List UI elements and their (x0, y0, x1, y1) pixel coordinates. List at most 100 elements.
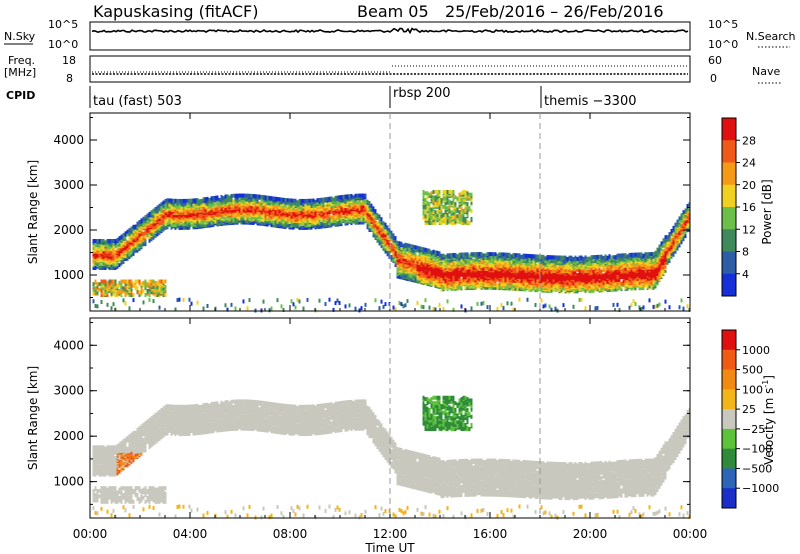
power-data (92, 189, 691, 313)
power-cell (460, 252, 463, 257)
power-cell (412, 244, 415, 249)
power-cell (440, 265, 443, 270)
power-cell (394, 259, 397, 264)
power-cell (174, 202, 177, 207)
power-cell (482, 276, 485, 281)
power-cell (346, 201, 349, 206)
power-cell (294, 305, 297, 310)
power-cell (318, 214, 321, 219)
power-cell (254, 202, 257, 207)
power-cell (218, 212, 221, 217)
power-cell (270, 210, 273, 215)
power-cell (164, 205, 167, 210)
power-cell (502, 279, 505, 284)
power-cell (384, 302, 387, 307)
power-cell (468, 268, 471, 273)
power-cell (598, 273, 601, 278)
power-cell (506, 285, 509, 290)
power-cell (266, 214, 269, 219)
power-cell (524, 272, 527, 277)
power-cell (428, 248, 431, 253)
power-cell (482, 258, 485, 263)
power-cell (210, 196, 213, 201)
power-cell (480, 262, 483, 267)
power-cell (384, 233, 387, 238)
power-cell (168, 218, 171, 223)
power-cell (512, 266, 515, 271)
power-cell (370, 203, 373, 208)
power-cell (96, 304, 99, 309)
power-cell (384, 222, 387, 227)
power-cell (218, 222, 221, 227)
power-cell (204, 207, 207, 212)
power-cell (142, 241, 145, 246)
power-cell (132, 224, 135, 229)
power-cell (528, 274, 531, 279)
power-cell (340, 205, 343, 210)
power-cell (328, 200, 331, 205)
power-cell (442, 253, 445, 258)
power-cell (592, 279, 595, 284)
power-cell (366, 214, 369, 219)
power-cell (332, 221, 335, 226)
power-cell (502, 260, 505, 265)
power-cell (364, 198, 367, 203)
power-cell (248, 211, 251, 216)
power-cell (372, 221, 375, 226)
power-cell (112, 302, 115, 307)
power-cell (516, 285, 519, 290)
power-cell (304, 198, 307, 203)
power-cell (186, 198, 189, 203)
nsky-right-top: 10^5 (708, 18, 738, 31)
power-cell (316, 198, 319, 203)
power-cell (328, 212, 331, 217)
power-cell (348, 303, 351, 308)
power-cell (108, 239, 111, 243)
power-cell (102, 239, 105, 243)
power-cell (294, 198, 297, 203)
power-cell (260, 308, 263, 313)
power-cell (506, 276, 509, 281)
power-cell (360, 204, 363, 209)
power-cell (374, 229, 377, 234)
power-cell (544, 256, 547, 261)
power-cell (498, 264, 501, 269)
power-cell (124, 301, 127, 306)
power-cell (404, 246, 407, 251)
power-cell (148, 215, 151, 220)
power-cell (368, 218, 371, 223)
power-cell (386, 225, 389, 230)
power-cell (554, 306, 557, 311)
power-cell (160, 218, 163, 223)
power-cell (276, 298, 279, 303)
power-cell (280, 209, 283, 214)
power-cell (182, 211, 185, 216)
power-cell (160, 212, 163, 217)
power-cell (510, 254, 513, 259)
power-cell (502, 282, 505, 287)
power-cell (202, 197, 205, 202)
power-cell (396, 240, 399, 245)
power-cell (320, 222, 323, 227)
power-cell (514, 261, 517, 266)
power-cell (150, 222, 153, 227)
power-cell (536, 263, 539, 268)
power-cell (186, 201, 189, 206)
power-cell (444, 275, 447, 280)
power-cell (180, 198, 183, 203)
power-cell (452, 274, 455, 279)
power-cell (136, 221, 139, 226)
power-cell (292, 201, 295, 206)
power-cell (556, 255, 559, 260)
power-cell (596, 268, 599, 273)
power-cell (244, 196, 247, 201)
power-cell (148, 297, 151, 302)
power-cell (482, 253, 485, 258)
power-cell (406, 252, 409, 257)
power-cell (278, 220, 281, 225)
power-cell (234, 306, 237, 311)
power-cell (518, 297, 521, 302)
power-cell (152, 299, 155, 304)
power-cell (460, 304, 463, 309)
power-cell (494, 269, 497, 274)
